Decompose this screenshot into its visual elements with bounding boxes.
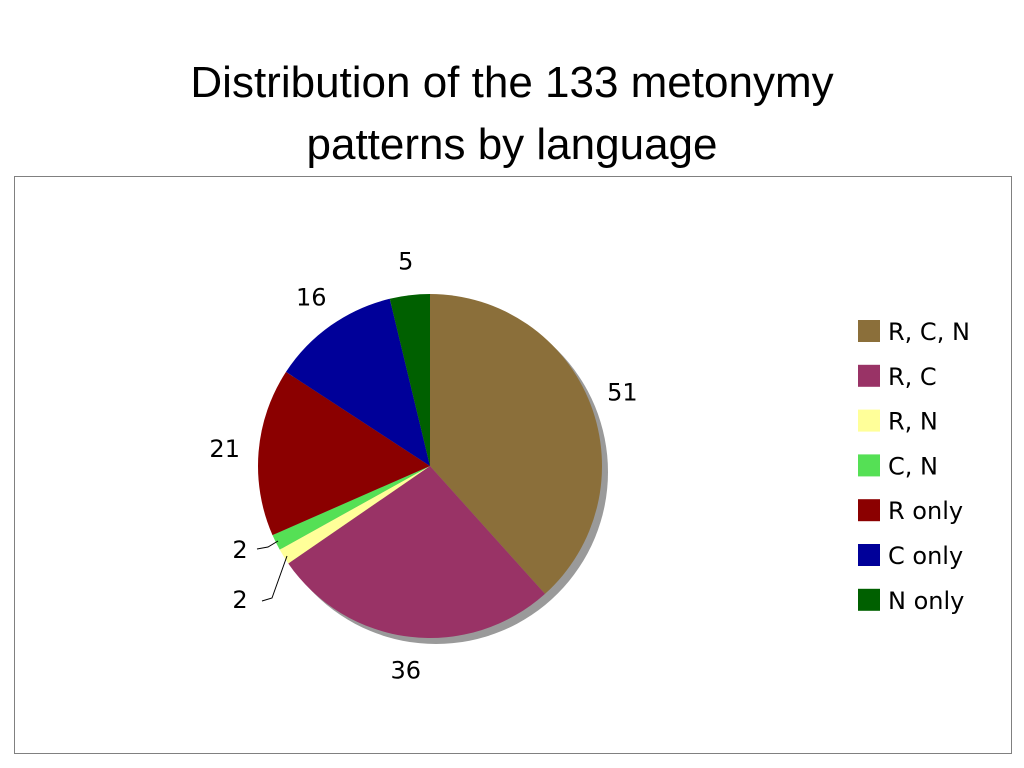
pie-slice-5 xyxy=(286,298,430,466)
legend-swatch-5 xyxy=(858,544,880,566)
chart-title-line-1: Distribution of the 133 metonymy xyxy=(190,58,834,107)
pie-slice-0 xyxy=(430,294,603,594)
pie-slice-1 xyxy=(288,466,545,638)
leader-line-3 xyxy=(256,540,279,550)
data-label-1: 36 xyxy=(390,657,421,685)
legend-label-5: C only xyxy=(888,542,963,570)
leader-line-2 xyxy=(261,555,288,602)
data-label-2: 2 xyxy=(232,586,247,614)
legend-label-0: R, C, N xyxy=(888,318,970,346)
data-label-3: 2 xyxy=(232,536,247,564)
chart-title: Distribution of the 133 metonymy pattern… xyxy=(0,52,1024,176)
pie-slice-6 xyxy=(389,294,430,466)
legend-label-6: N only xyxy=(888,587,964,615)
pie-slice-3 xyxy=(272,466,430,550)
chart-title-line-2: patterns by language xyxy=(306,120,718,169)
legend-swatch-1 xyxy=(858,364,880,387)
data-label-5: 16 xyxy=(296,284,327,312)
legend-label-1: R, C xyxy=(888,363,937,391)
legend-swatch-3 xyxy=(858,454,880,477)
data-label-6: 5 xyxy=(398,247,413,275)
pie-slice-4 xyxy=(258,371,430,536)
legend-swatch-0 xyxy=(858,320,880,342)
legend: R, C, N R, C R, N C, N R only C only N only xyxy=(858,318,970,615)
legend-label-4: R only xyxy=(888,497,963,525)
legend-swatch-4 xyxy=(858,499,880,522)
data-label-0: 51 xyxy=(607,378,638,406)
data-label-4: 21 xyxy=(209,435,240,463)
legend-label-3: C, N xyxy=(888,452,938,480)
legend-swatch-2 xyxy=(858,409,880,432)
legend-label-2: R, N xyxy=(888,408,938,436)
pie-slice-2 xyxy=(279,466,430,564)
legend-swatch-6 xyxy=(858,588,880,611)
